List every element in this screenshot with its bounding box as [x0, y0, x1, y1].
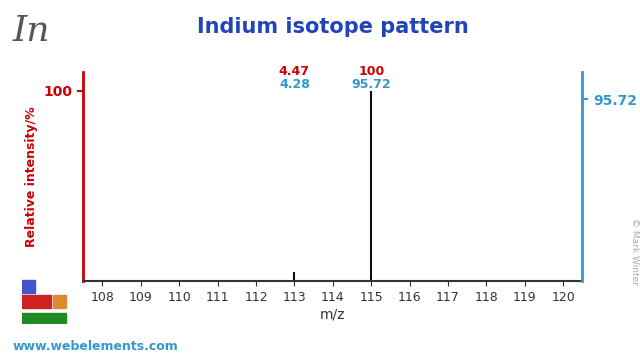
Text: In: In: [13, 14, 51, 48]
Bar: [52, 295, 66, 309]
Text: 4.28: 4.28: [279, 78, 310, 91]
Bar: [22, 295, 51, 309]
Y-axis label: Relative intensity/%: Relative intensity/%: [25, 106, 38, 247]
Bar: [22, 313, 66, 324]
Text: www.webelements.com: www.webelements.com: [13, 340, 179, 353]
Bar: [22, 279, 35, 293]
Text: 95.72: 95.72: [351, 78, 391, 91]
X-axis label: m/z: m/z: [320, 308, 346, 322]
Title: Indium isotope pattern: Indium isotope pattern: [197, 17, 468, 37]
Text: © Mark Winter: © Mark Winter: [630, 219, 639, 285]
Text: 4.47: 4.47: [279, 65, 310, 78]
Text: 100: 100: [358, 65, 385, 78]
